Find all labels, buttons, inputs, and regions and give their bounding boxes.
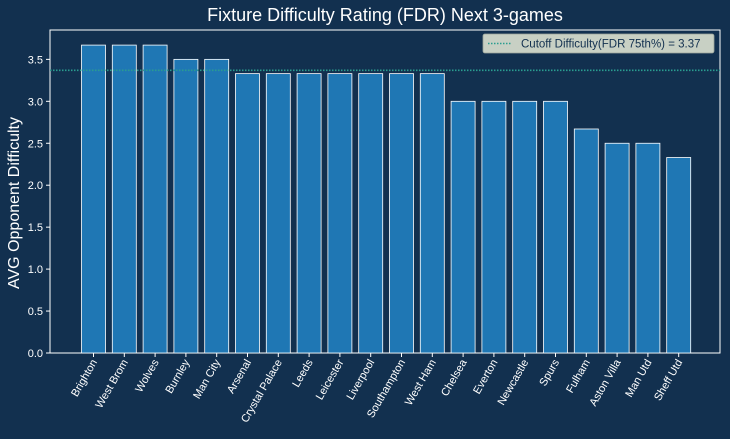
bar bbox=[111, 44, 137, 354]
y-tick-label: 1.0 bbox=[28, 264, 43, 276]
x-tick-label: Chelsea bbox=[439, 357, 470, 399]
legend-box bbox=[482, 33, 715, 54]
chart-title: Fixture Difficulty Rating (FDR) Next 3-g… bbox=[207, 5, 563, 25]
legend-label: Cutoff Difficulty(FDR 75th%) = 3.37 bbox=[521, 39, 701, 51]
bar bbox=[635, 142, 661, 354]
y-tick-label: 1.5 bbox=[28, 222, 43, 234]
bar bbox=[296, 73, 322, 354]
x-tick-label: Arsenal bbox=[225, 358, 254, 396]
bar bbox=[173, 58, 199, 354]
x-tick-label: Fulham bbox=[564, 358, 593, 396]
bar bbox=[450, 100, 476, 354]
x-tick-label: West Ham bbox=[403, 358, 439, 408]
x-tick-label: Man Utd bbox=[623, 358, 654, 400]
y-tick-label: 3.5 bbox=[28, 54, 43, 66]
bar bbox=[389, 73, 414, 354]
bar bbox=[604, 142, 630, 354]
x-tick-label: Sheff Utd bbox=[652, 358, 685, 404]
bar bbox=[204, 58, 230, 354]
x-tick-label: Leicester bbox=[314, 357, 347, 402]
x-tick-label: West Brom bbox=[93, 358, 130, 411]
bar bbox=[358, 73, 384, 354]
x-tick-label: Leeds bbox=[290, 357, 316, 389]
bar bbox=[419, 73, 445, 354]
y-tick-label: 0.0 bbox=[28, 348, 43, 360]
x-tick-label: Everton bbox=[471, 358, 500, 397]
x-tick-label: Newcastle bbox=[496, 358, 532, 408]
bar bbox=[265, 73, 291, 354]
bar bbox=[142, 44, 168, 354]
bar bbox=[235, 73, 260, 354]
bar bbox=[512, 100, 538, 354]
legend: Cutoff Difficulty(FDR 75th%) = 3.37 bbox=[482, 33, 715, 54]
x-tick-label: Liverpool bbox=[345, 358, 378, 403]
axes-frame bbox=[49, 29, 721, 354]
y-axis-label: AVG Opponent Difficulty bbox=[6, 117, 23, 289]
x-tick-label: Man City bbox=[191, 357, 223, 401]
x-tick-label: Brighton bbox=[69, 358, 100, 399]
y-tick-label: 0.5 bbox=[28, 306, 43, 318]
x-tick-label: Burnley bbox=[163, 357, 192, 396]
x-tick-label: Wolves bbox=[133, 357, 162, 394]
bar bbox=[573, 128, 599, 354]
bar bbox=[666, 157, 692, 354]
y-tick-label: 2.5 bbox=[28, 138, 43, 150]
bar bbox=[481, 100, 507, 354]
bar bbox=[327, 73, 353, 354]
y-tick-label: 3.0 bbox=[28, 96, 43, 108]
x-tick-label: Spurs bbox=[537, 357, 562, 388]
y-tick-label: 2.0 bbox=[28, 180, 43, 192]
bar bbox=[543, 100, 568, 354]
x-tick-label: Aston Villa bbox=[587, 357, 624, 409]
bar bbox=[81, 44, 106, 354]
